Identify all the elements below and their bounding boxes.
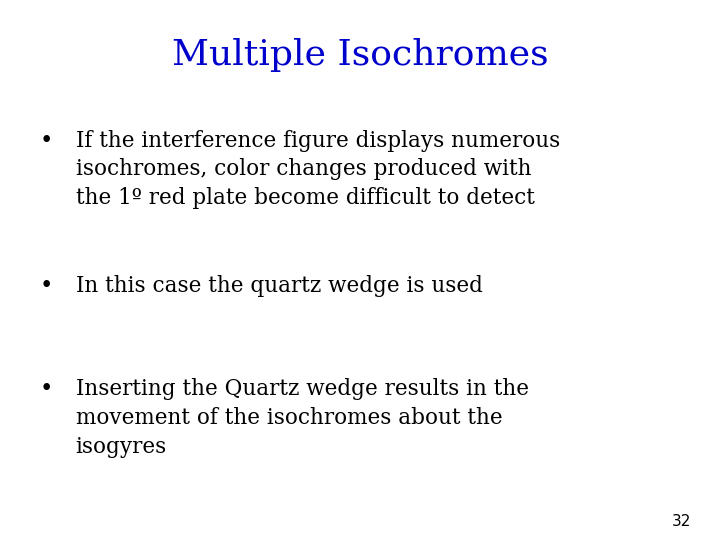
Text: Inserting the Quartz wedge results in the
movement of the isochromes about the
i: Inserting the Quartz wedge results in th…: [76, 378, 528, 457]
Text: 32: 32: [672, 514, 691, 529]
Text: •: •: [40, 275, 53, 298]
Text: Multiple Isochromes: Multiple Isochromes: [171, 38, 549, 72]
Text: •: •: [40, 378, 53, 400]
Text: If the interference figure displays numerous
isochromes, color changes produced : If the interference figure displays nume…: [76, 130, 560, 209]
Text: In this case the quartz wedge is used: In this case the quartz wedge is used: [76, 275, 482, 298]
Text: •: •: [40, 130, 53, 152]
